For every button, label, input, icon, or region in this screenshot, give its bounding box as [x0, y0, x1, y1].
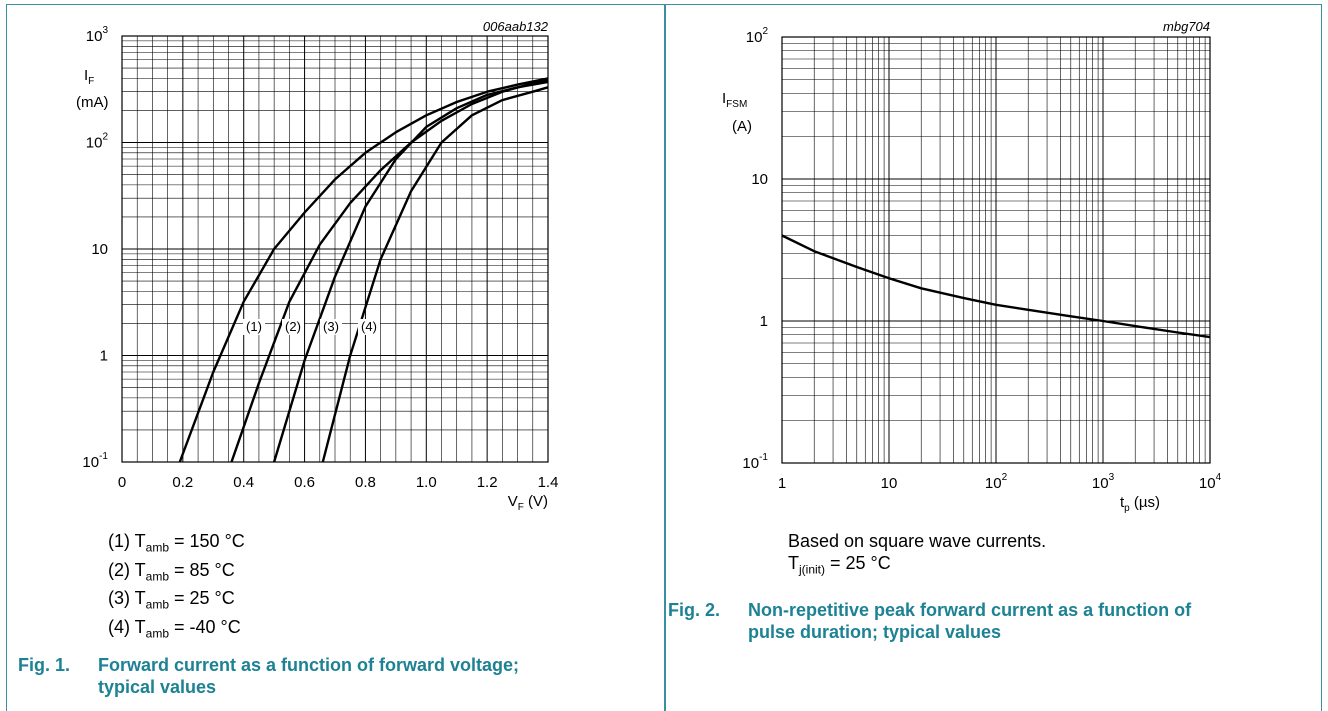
chart1-x-tick-label: 0.6 [294, 474, 315, 491]
fig2-note-text: T [788, 553, 799, 573]
fig1-caption: Fig. 1. Forward current as a function of… [18, 654, 558, 698]
chart2-x-tick-label: 103 [1092, 472, 1115, 492]
chart2-ref-code: mbg704 [1163, 19, 1210, 34]
chart1-x-tick-label: 1.2 [477, 474, 498, 491]
fig1-note-line: (4) Tamb = -40 °C [108, 616, 245, 645]
fig2-caption-text: Non-repetitive peak forward current as a… [748, 600, 1192, 642]
chart1-y-tick-label: 10-1 [82, 451, 108, 471]
chart1-x-tick-label: 1.0 [416, 474, 437, 491]
chart1-ref-code: 006aab132 [483, 19, 549, 34]
fig2-caption: Fig. 2. Non-repetitive peak forward curr… [668, 599, 1228, 643]
chart1-series-4-label: (4) [361, 319, 377, 334]
fig1-number: Fig. 1. [18, 655, 71, 675]
fig2-note-line: Tj(init) = 25 °C [788, 552, 1046, 581]
chart2-x-tick-label: 10 [881, 475, 898, 492]
chart2-x-tick-label: 104 [1199, 472, 1222, 492]
fig1-note-line: (1) Tamb = 150 °C [108, 530, 245, 559]
chart2-x-tick-label: 102 [985, 472, 1008, 492]
chart1-y-tick-label: 103 [86, 25, 109, 45]
chart1-series-1-label: (1) [246, 319, 262, 334]
fig1-note-value: = 25 °C [169, 588, 235, 609]
surge-current-chart: 1 10 102 103 104 10-1 1 10 102 tp (µs) IFSM (A) mbg7… [722, 19, 1222, 514]
chart2-series-line [781, 234, 1211, 339]
chart1-series-label-bg [358, 318, 380, 335]
fig2-note-subscript: j(init) [799, 562, 825, 577]
chart1-series-label-bg [282, 318, 304, 335]
chart1-series-3-label: (3) [323, 319, 339, 334]
chart1-x-tick-label: 0.2 [172, 474, 193, 491]
chart2-y-tick-label: 1 [760, 313, 768, 330]
chart1-x-tick-label: 0.4 [233, 474, 254, 491]
fig1-notes: (1) Tamb = 150 °C (2) Tamb = 85 °C (3) Tam… [108, 530, 245, 644]
fig1-caption-text: Forward current as a function of forward… [98, 655, 520, 697]
chart1-x-tick-label: 1.4 [538, 474, 559, 491]
chart2-y-tick-label: 10 [751, 171, 768, 188]
fig1-note-subscript: amb [145, 540, 170, 555]
fig1-note-subscript: amb [145, 597, 170, 612]
chart2-y-tick-label: 10-1 [742, 452, 768, 472]
chart1-y-tick-label: 102 [86, 132, 109, 152]
chart1-x-tick-label: 0 [118, 474, 126, 491]
fig1-note-text: (2) T [108, 559, 146, 580]
chart1-series-1-line [178, 77, 549, 463]
chart2-x-axis-label: tp (µs) [1120, 494, 1160, 514]
fig1-note-subscript: amb [145, 569, 170, 584]
chart2-grid [781, 37, 1210, 464]
column-divider [664, 4, 666, 711]
chart1-series-3-line [272, 80, 549, 463]
chart1-x-axis-label: VF (V) [508, 493, 548, 513]
fig1-note-line: (3) Tamb = 25 °C [108, 587, 245, 616]
chart2-x-tick-label: 1 [778, 475, 786, 492]
fig1-note-line: (2) Tamb = 85 °C [108, 559, 245, 588]
chart1-y-tick-label: 1 [100, 348, 108, 365]
fig2-note-value: = 25 °C [825, 553, 891, 573]
fig1-note-text: (1) T [108, 531, 146, 551]
chart2-y-tick-label: 102 [746, 26, 769, 46]
chart1-plot-frame [121, 35, 549, 463]
chart2-y-axis-unit: (A) [732, 118, 752, 135]
chart1-y-tick-label: 10 [91, 241, 108, 258]
fig2-note-text: Based on square wave currents. [788, 531, 1047, 551]
chart1-series-label-bg [320, 318, 342, 335]
chart2-plot-frame [781, 36, 1211, 464]
chart1-series-label-bg [243, 318, 265, 335]
chart2-y-axis-label: IFSM [722, 90, 747, 110]
chart1-x-tick-label: 0.8 [355, 474, 376, 491]
chart1-y-axis-label: IF [84, 67, 94, 87]
fig2-number: Fig. 2. [668, 600, 721, 620]
fig1-note-value: = 150 °C [169, 531, 245, 551]
chart1-series-2-label: (2) [285, 319, 301, 334]
fig1-note-text: (4) T [108, 616, 146, 637]
fig2-note-line: Based on square wave currents. [788, 530, 1046, 552]
fig1-note-subscript: amb [145, 626, 170, 641]
fig1-note-value: = 85 °C [169, 559, 235, 580]
chart1-grid [121, 35, 549, 463]
fig1-note-value: = -40 °C [169, 616, 241, 637]
fig2-notes: Based on square wave currents. Tj(init) =… [788, 530, 1046, 581]
forward-current-chart: 0 0.2 0.4 0.6 0.8 1.0 1.2 1.4 10-1 1 10 102 103 VF (V… [76, 19, 559, 513]
fig1-note-text: (3) T [108, 588, 146, 609]
chart1-y-axis-unit: (mA) [76, 94, 109, 111]
